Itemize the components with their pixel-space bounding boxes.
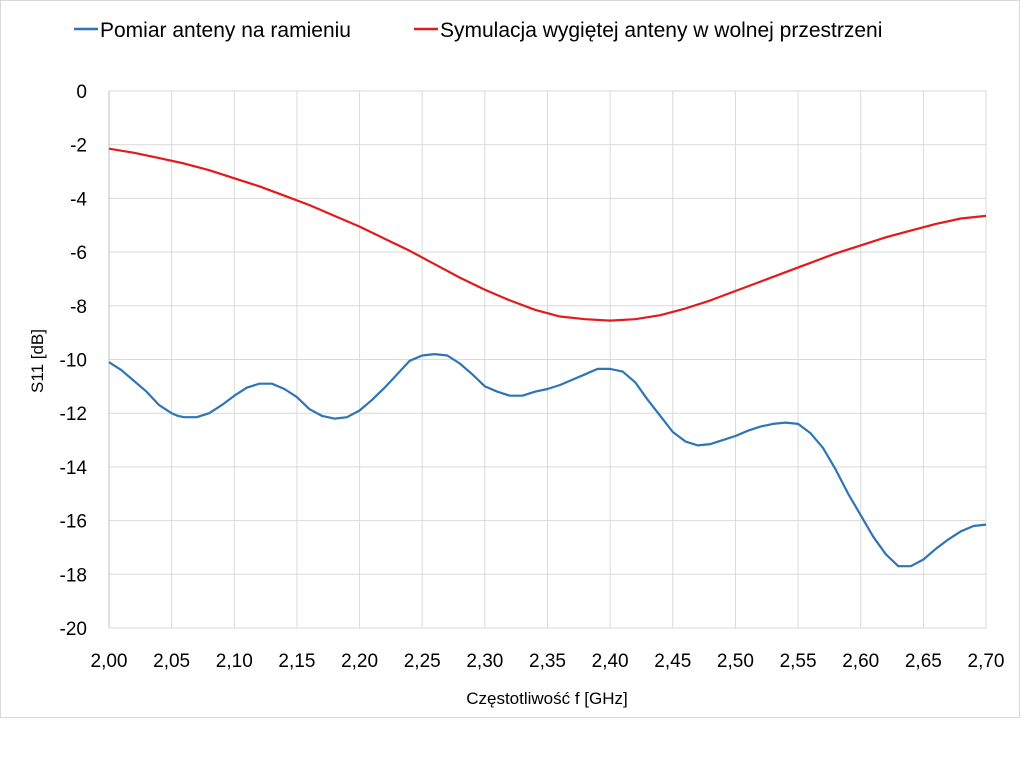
y-tick-label: 0 [76, 82, 87, 103]
y-tick-label: -14 [60, 458, 88, 479]
x-tick-label: 2,20 [341, 651, 378, 672]
line-chart: 0 -2 -4 -6 -8 -10 -12 -14 -16 -18 -202,00 2,05 2,10 2… [28, 19, 1005, 708]
chart-area: 0 -2 -4 -6 -8 -10 -12 -14 -16 -18 -20 2,00 2,05 2,10 2… [0, 0, 1020, 718]
y-tick-label: -8 [70, 297, 87, 318]
y-tick-label: -18 [60, 565, 87, 586]
x-tick-label: 2,40 [592, 651, 629, 672]
y-tick-label: -2 [70, 136, 87, 157]
x-tick-label: 2,65 [905, 651, 942, 672]
series-line-simulation [108, 147, 987, 322]
series-line-measurement [108, 353, 987, 568]
x-tick-label: 2,05 [153, 651, 190, 672]
legend-label-measurement: Pomiar anteny na ramieniu [100, 19, 351, 42]
x-tick-label: 2,45 [654, 651, 691, 672]
y-tick-label: -12 [60, 404, 87, 425]
y-axis-title: S11 [dB] [28, 329, 47, 393]
legend: Pomiar anteny na ramieniu Symulacja wygi… [74, 19, 882, 42]
x-tick-label: 2,25 [404, 651, 441, 672]
y-tick-label: -16 [60, 512, 87, 533]
x-tick-label: 2,10 [216, 651, 253, 672]
x-tick-label: 2,30 [466, 651, 503, 672]
legend-label-simulation: Symulacja wygiętej anteny w wolnej przes… [440, 19, 882, 42]
x-tick-label: 2,70 [968, 651, 1005, 672]
series-lines [108, 147, 987, 568]
y-tick-label: -4 [70, 189, 87, 210]
x-tick-label: 2,35 [529, 651, 566, 672]
tick-labels: 0 -2 -4 -6 -8 -10 -12 -14 -16 -18 -202,00 2,05 2,10 2… [60, 82, 1005, 672]
x-tick-label: 2,60 [842, 651, 879, 672]
x-tick-label: 2,15 [278, 651, 315, 672]
gridlines [108, 90, 987, 629]
x-axis-title: Częstotliwość f [GHz] [466, 689, 628, 708]
y-tick-label: -10 [60, 351, 87, 372]
y-tick-label: -20 [60, 619, 87, 640]
x-tick-label: 2,55 [780, 651, 817, 672]
x-tick-label: 2,00 [91, 651, 128, 672]
y-tick-label: -6 [70, 243, 87, 264]
x-tick-label: 2,50 [717, 651, 754, 672]
